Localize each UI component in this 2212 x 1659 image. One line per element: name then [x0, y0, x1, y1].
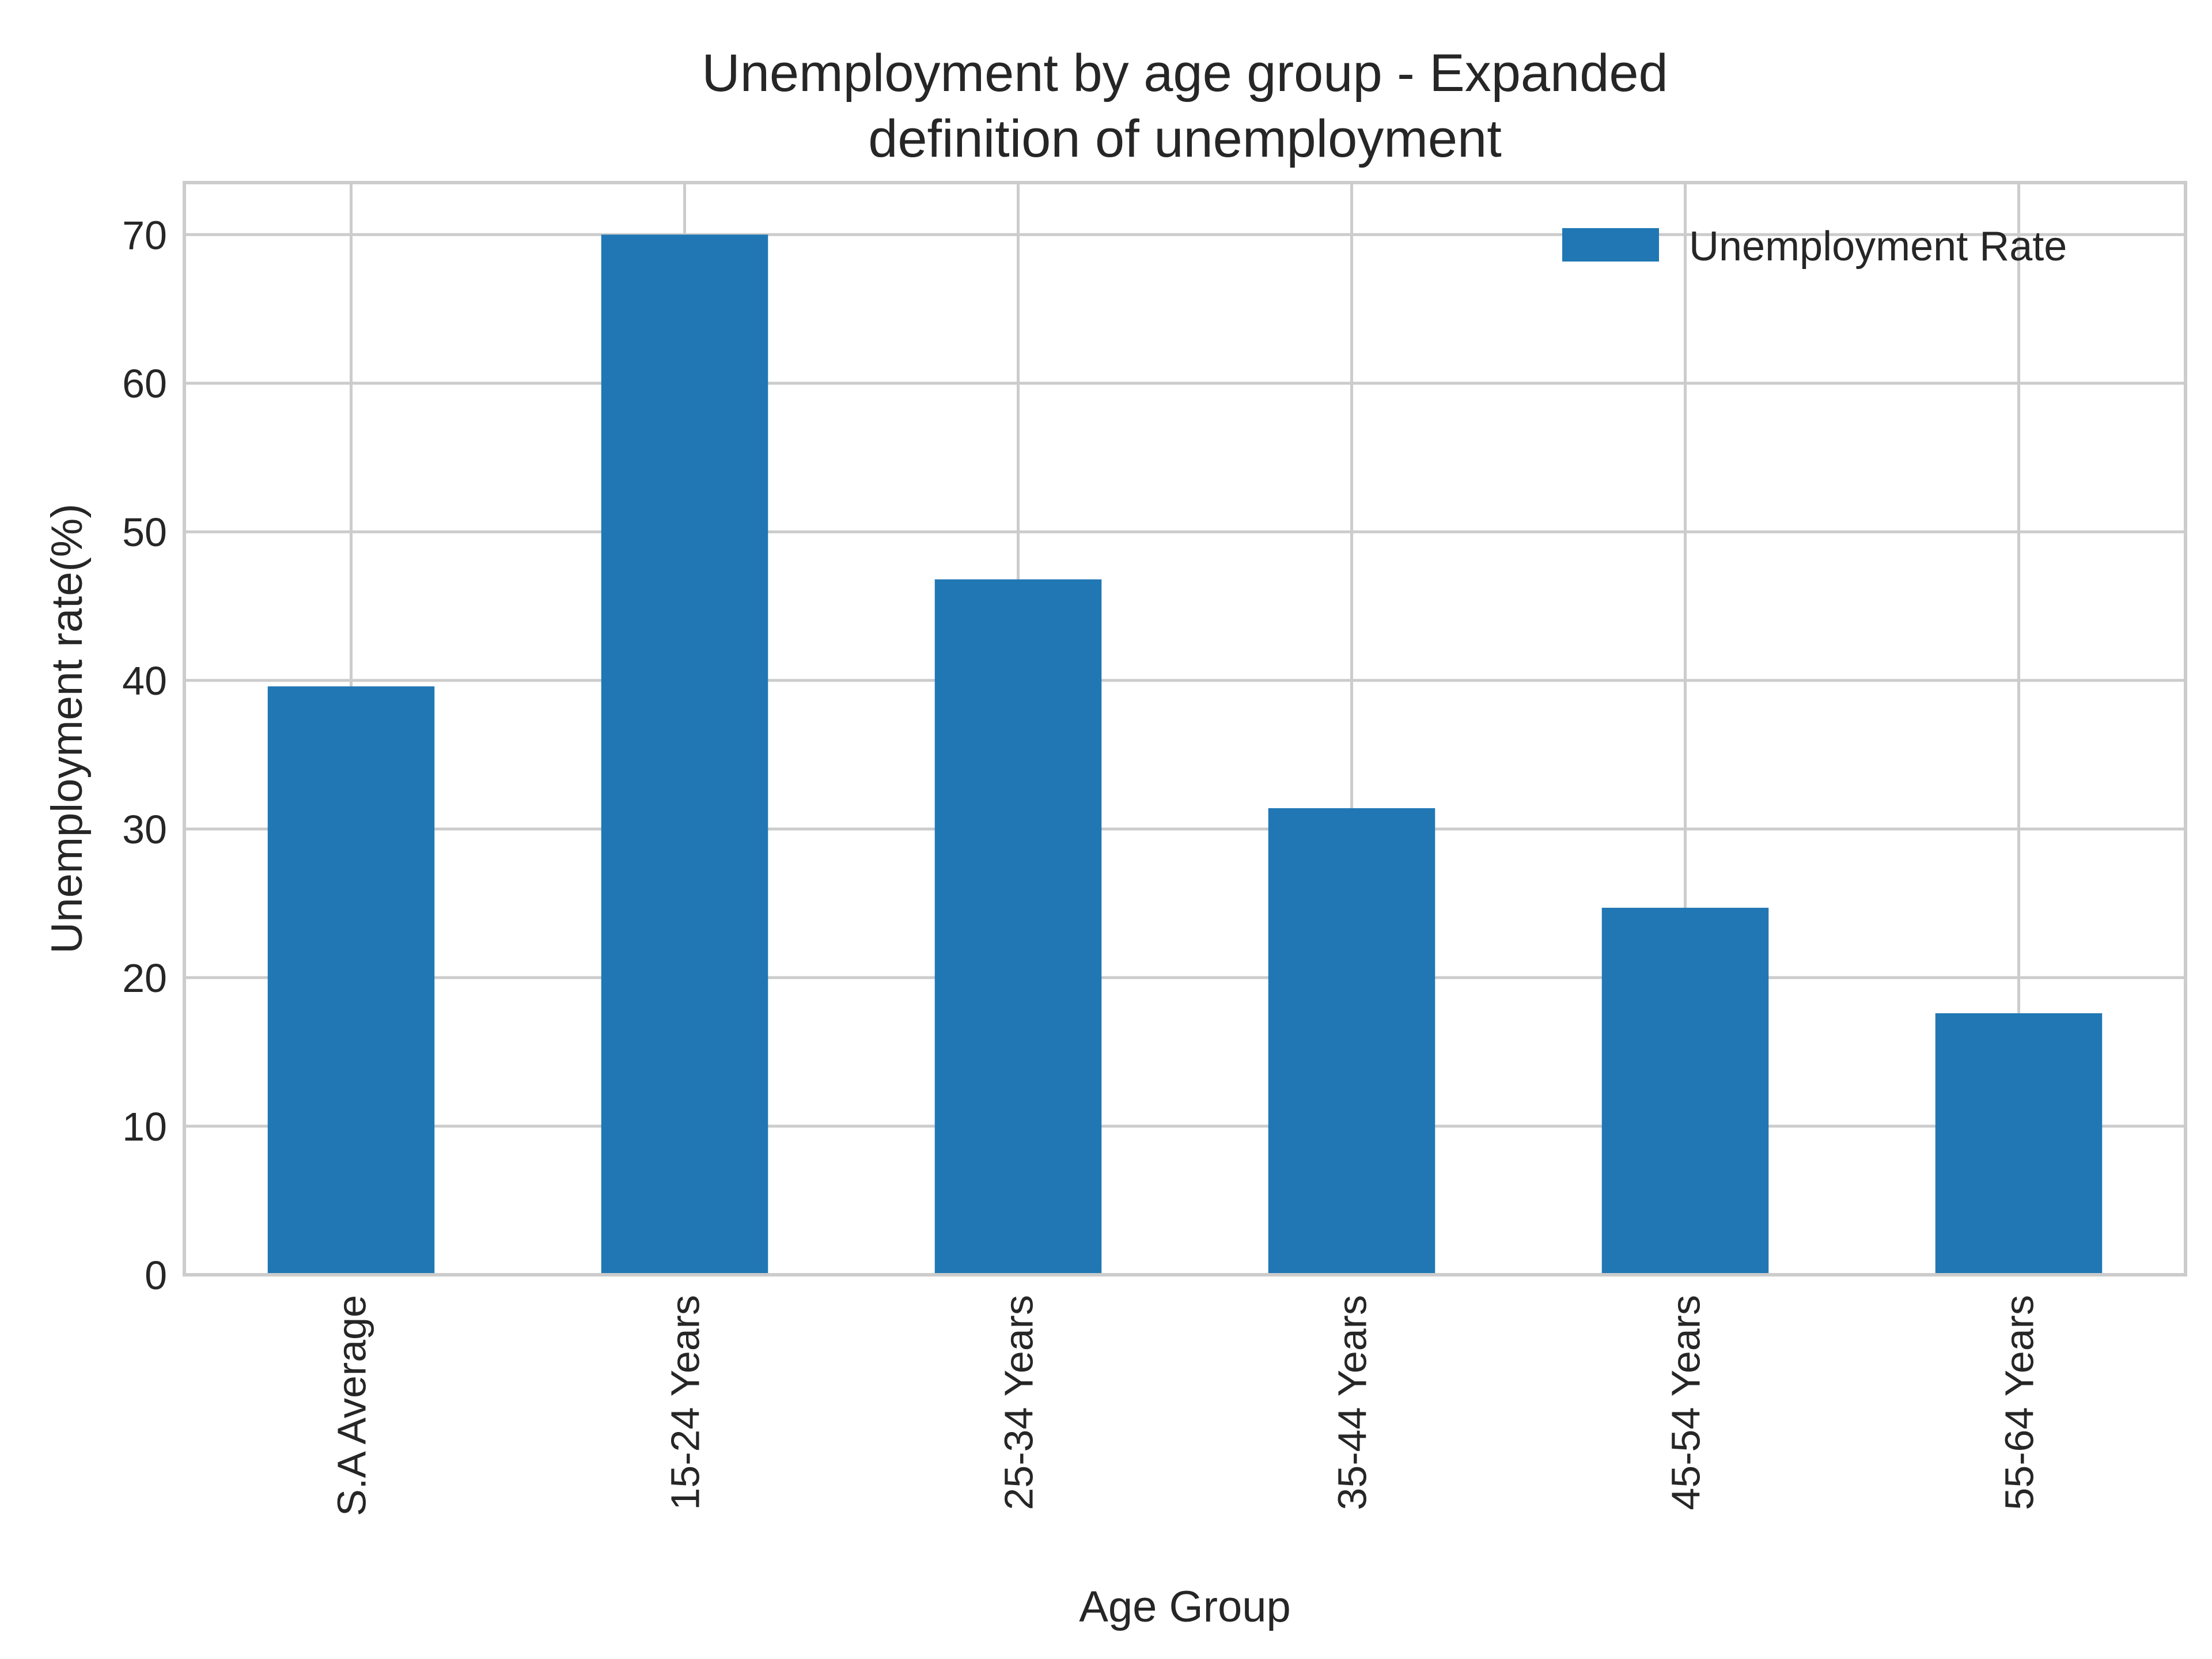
x-tick-label: 55-64 Years: [1997, 1295, 2042, 1510]
x-axis-label: Age Group: [1079, 1582, 1291, 1631]
bar: [1601, 907, 1769, 1275]
x-tick-label: 25-34 Years: [997, 1295, 1041, 1510]
y-tick-label: 20: [122, 956, 167, 1001]
bar: [1268, 808, 1435, 1275]
legend-swatch: [1562, 228, 1659, 262]
chart-title-line-2: definition of unemployment: [868, 109, 1502, 168]
x-tick-label: S.A Average: [329, 1295, 374, 1516]
y-axis-ticks: 0 10 20 30 40 50 60 70: [122, 213, 167, 1298]
bar: [1935, 1013, 2103, 1275]
y-tick-label: 0: [145, 1253, 167, 1298]
y-tick-label: 40: [122, 658, 167, 703]
y-tick-label: 30: [122, 807, 167, 852]
x-tick-label: 35-44 Years: [1330, 1295, 1375, 1510]
bar: [601, 234, 768, 1275]
y-tick-label: 50: [122, 510, 167, 555]
y-axis-label: Unemployment rate(%): [43, 503, 92, 953]
plot-frame: [183, 181, 2187, 1277]
bar: [267, 686, 435, 1275]
bar: [934, 579, 1102, 1275]
legend-label: Unemployment Rate: [1689, 224, 2067, 270]
y-tick-label: 70: [122, 213, 167, 257]
chart-title: Unemployment by age group - Expanded def…: [702, 44, 1668, 168]
x-axis-ticks: S.A Average 15-24 Years 25-34 Years 35-44 Y…: [329, 1295, 2042, 1516]
y-tick-label: 10: [122, 1104, 167, 1149]
x-tick-label: 45-54 Years: [1664, 1295, 1709, 1510]
x-tick-label: 15-24 Years: [663, 1295, 708, 1510]
chart-title-line-1: Unemployment by age group - Expanded: [702, 44, 1668, 103]
y-tick-label: 60: [122, 361, 167, 406]
bars: [267, 234, 2103, 1275]
legend: Unemployment Rate: [1562, 224, 2067, 270]
